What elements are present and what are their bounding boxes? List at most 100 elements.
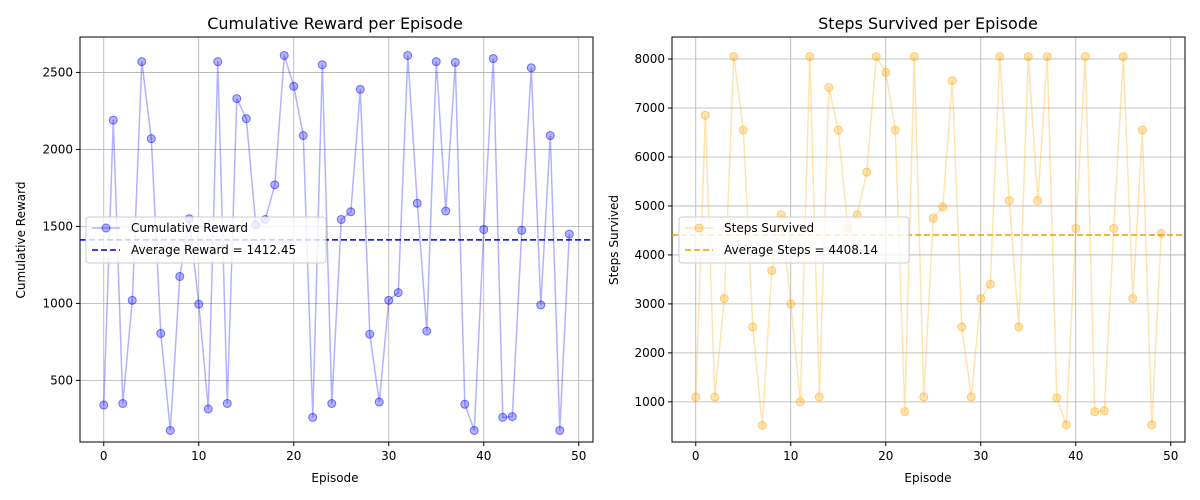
chart1-point-44 xyxy=(1109,223,1119,233)
chart1-ytick-label-5: 6000 xyxy=(634,150,665,164)
chart1-point-33 xyxy=(1004,196,1014,206)
chart0-point-21 xyxy=(298,131,308,141)
chart1-point-49 xyxy=(1156,228,1166,238)
steps-chart-ylabel: Steps Survived xyxy=(607,195,621,285)
chart1-point-47 xyxy=(1137,125,1147,135)
chart0-point-42 xyxy=(498,412,508,422)
chart0-point-36 xyxy=(441,206,451,216)
steps-legend-series-marker xyxy=(694,223,704,233)
chart0-point-2 xyxy=(118,399,128,409)
chart0-point-0 xyxy=(99,400,109,410)
reward-chart-xlabel: Episode xyxy=(311,471,358,485)
chart1-point-21 xyxy=(890,125,900,135)
chart1-ytick-label-7: 8000 xyxy=(634,52,665,66)
chart0-point-48 xyxy=(555,425,565,435)
chart1-point-45 xyxy=(1118,52,1128,62)
chart0-point-26 xyxy=(346,207,356,217)
chart0-point-5 xyxy=(146,134,156,144)
steps-legend-box xyxy=(678,216,910,264)
chart1-point-42 xyxy=(1090,407,1100,417)
chart1-ytick-label-0: 1000 xyxy=(634,395,665,409)
chart1-point-11 xyxy=(795,397,805,407)
chart0-point-24 xyxy=(327,399,337,409)
chart0-ytick-label-3: 2000 xyxy=(42,142,73,156)
chart0-point-39 xyxy=(469,425,479,435)
chart0-point-12 xyxy=(213,57,223,67)
chart1-point-25 xyxy=(928,213,938,223)
reward-chart-title: Cumulative Reward per Episode xyxy=(207,14,463,33)
chart0-point-19 xyxy=(279,50,289,60)
chart0-point-40 xyxy=(479,224,489,234)
chart0-xtick-label-3: 30 xyxy=(381,449,396,463)
chart1-point-7 xyxy=(757,420,767,430)
chart0-point-44 xyxy=(517,225,527,235)
chart1-point-18 xyxy=(862,167,872,177)
chart1-point-46 xyxy=(1128,294,1138,304)
chart1-point-19 xyxy=(871,52,881,62)
steps-legend-series-label: Steps Survived xyxy=(724,221,814,235)
chart0-point-18 xyxy=(270,180,280,190)
chart1-point-4 xyxy=(729,52,739,62)
chart1-xtick-label-1: 10 xyxy=(783,449,798,463)
chart0-point-10 xyxy=(194,299,204,309)
steps-chart-legend: Steps Survived Average Steps = 4408.14 xyxy=(678,216,910,264)
chart1-xtick-label-5: 50 xyxy=(1163,449,1178,463)
chart0-point-23 xyxy=(317,60,327,70)
steps-chart-title: Steps Survived per Episode xyxy=(818,14,1038,33)
chart0-point-29 xyxy=(374,397,384,407)
chart1-point-20 xyxy=(881,67,891,77)
chart0-point-28 xyxy=(365,329,375,339)
chart1-point-13 xyxy=(814,392,824,402)
chart1-point-39 xyxy=(1061,420,1071,430)
chart1-point-6 xyxy=(748,322,758,332)
chart1-point-36 xyxy=(1033,196,1043,206)
chart0-point-37 xyxy=(450,57,460,67)
reward-chart-legend: Cumulative Reward Average Reward = 1412.… xyxy=(85,216,327,264)
chart0-point-34 xyxy=(422,326,432,336)
chart0-point-22 xyxy=(308,412,318,422)
reward-chart: Cumulative Reward per Episode Episode Cu… xyxy=(14,14,594,485)
chart0-point-14 xyxy=(232,94,242,104)
chart1-point-40 xyxy=(1071,223,1081,233)
chart0-xtick-label-1: 10 xyxy=(191,449,206,463)
chart0-point-25 xyxy=(336,214,346,224)
chart1-ytick-label-6: 7000 xyxy=(634,101,665,115)
chart1-xtick-label-3: 30 xyxy=(973,449,988,463)
chart1-point-43 xyxy=(1099,406,1109,416)
chart0-point-15 xyxy=(241,114,251,124)
chart1-point-32 xyxy=(995,52,1005,62)
chart1-point-48 xyxy=(1147,420,1157,430)
chart0-point-13 xyxy=(222,399,232,409)
chart0-point-46 xyxy=(536,300,546,310)
chart0-xtick-label-2: 20 xyxy=(286,449,301,463)
chart1-point-5 xyxy=(738,125,748,135)
chart0-point-49 xyxy=(564,229,574,239)
chart1-point-34 xyxy=(1014,322,1024,332)
chart0-point-38 xyxy=(460,399,470,409)
chart0-point-43 xyxy=(507,412,517,422)
chart0-point-3 xyxy=(127,295,137,305)
chart0-ytick-label-1: 1000 xyxy=(42,296,73,310)
reward-chart-ylabel: Cumulative Reward xyxy=(14,182,28,299)
chart1-point-28 xyxy=(957,322,967,332)
chart0-point-31 xyxy=(393,288,403,298)
chart0-xtick-label-0: 0 xyxy=(100,449,108,463)
reward-legend-average-label: Average Reward = 1412.45 xyxy=(131,243,296,257)
chart1-point-31 xyxy=(985,279,995,289)
chart1-point-27 xyxy=(947,76,957,86)
chart1-xtick-label-0: 0 xyxy=(692,449,700,463)
chart0-point-33 xyxy=(412,198,422,208)
chart1-xtick-label-4: 40 xyxy=(1068,449,1083,463)
chart1-ytick-label-3: 4000 xyxy=(634,248,665,262)
chart0-xtick-label-5: 50 xyxy=(571,449,586,463)
steps-chart: Steps Survived per Episode Episode Steps… xyxy=(607,14,1186,485)
chart0-ytick-label-2: 1500 xyxy=(42,219,73,233)
chart1-point-23 xyxy=(909,52,919,62)
chart0-series-line xyxy=(103,55,571,431)
chart1-point-3 xyxy=(719,294,729,304)
chart0-point-4 xyxy=(137,57,147,67)
chart1-ytick-label-2: 3000 xyxy=(634,297,665,311)
chart0-point-20 xyxy=(289,81,299,91)
chart0-point-6 xyxy=(156,328,166,338)
